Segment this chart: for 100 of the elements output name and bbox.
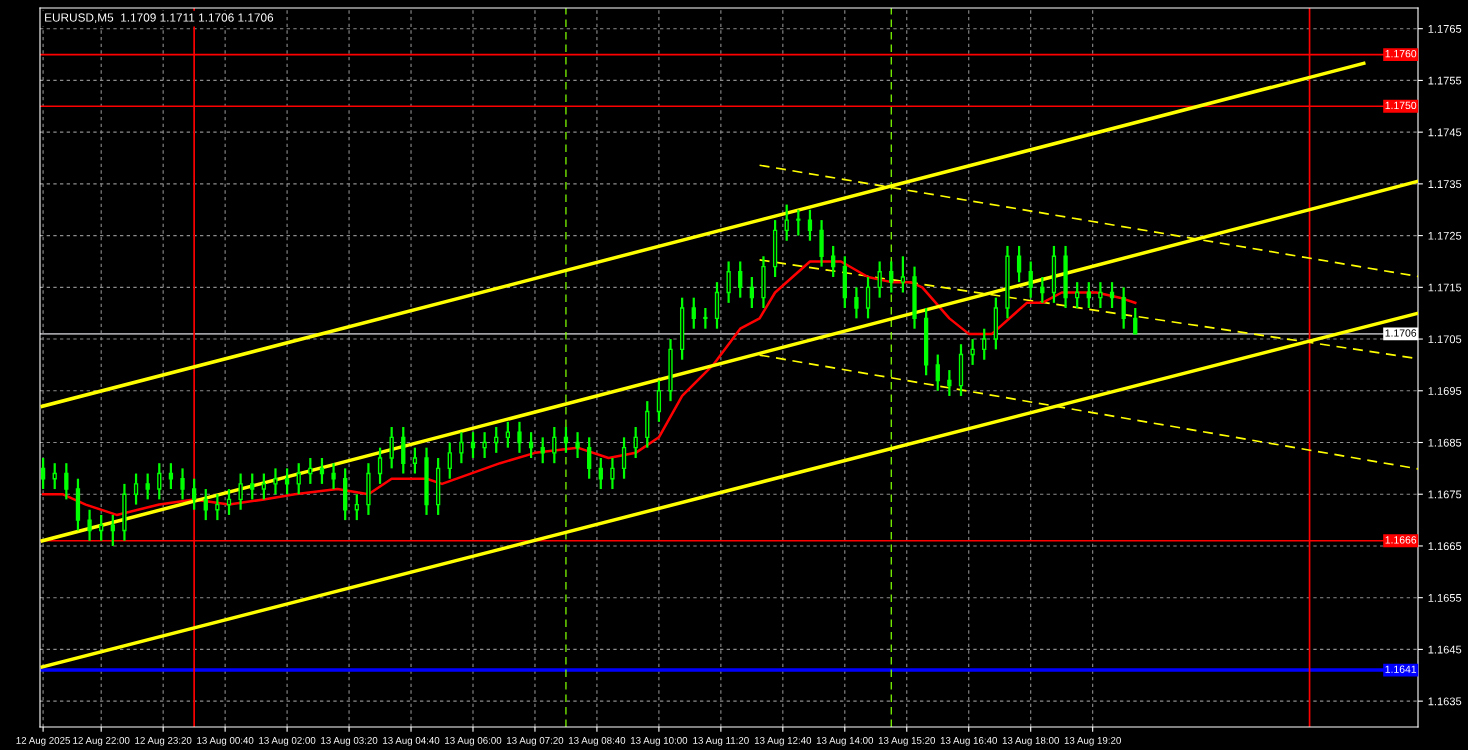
candlestick bbox=[52, 462, 57, 491]
x-tick-label: 13 Aug 18:00 bbox=[1002, 736, 1059, 746]
candlestick bbox=[970, 337, 975, 367]
candlestick bbox=[528, 431, 534, 460]
candlestick bbox=[1109, 281, 1115, 310]
candlestick bbox=[1086, 281, 1091, 310]
ref-line-label: 1.1706 bbox=[1385, 329, 1417, 337]
x-tick-label: 12 Aug 2025 bbox=[16, 736, 70, 746]
candlestick bbox=[261, 472, 267, 501]
x-tick-label: 13 Aug 19:20 bbox=[1064, 736, 1121, 746]
candlestick bbox=[749, 275, 754, 310]
x-tick-label: 12 Aug 23:20 bbox=[135, 736, 192, 746]
candlestick bbox=[865, 275, 871, 320]
candlestick bbox=[191, 477, 197, 511]
candlestick bbox=[377, 446, 383, 485]
candlestick bbox=[226, 487, 232, 517]
x-tick-label: 13 Aug 02:00 bbox=[259, 736, 316, 746]
x-tick-label: 13 Aug 06:00 bbox=[445, 736, 502, 746]
candlestick bbox=[656, 379, 662, 423]
line-series bbox=[41, 260, 1137, 517]
y-tick-label: 1.1635 bbox=[1428, 697, 1462, 706]
candlestick bbox=[982, 327, 987, 361]
candlestick bbox=[900, 255, 906, 294]
candlestick bbox=[807, 208, 813, 242]
candlestick bbox=[1016, 244, 1022, 284]
candlestick bbox=[691, 296, 696, 330]
candlestick bbox=[1098, 281, 1103, 310]
candlestick bbox=[726, 260, 731, 304]
y-tick-label: 1.1725 bbox=[1428, 231, 1462, 240]
candlestick bbox=[947, 368, 952, 398]
candlestick bbox=[552, 425, 557, 465]
ref-line-label: 1.1760 bbox=[1385, 49, 1417, 58]
candlestick bbox=[64, 462, 69, 501]
candlestick bbox=[203, 487, 208, 522]
candlestick bbox=[133, 472, 139, 506]
y-tick-label: 1.1755 bbox=[1428, 76, 1462, 85]
x-tick-label: 13 Aug 12:40 bbox=[754, 736, 812, 746]
candlestick bbox=[99, 513, 104, 542]
ref-line-label: 1.1666 bbox=[1385, 536, 1417, 544]
candlestick bbox=[308, 456, 313, 485]
candlestick bbox=[389, 425, 394, 470]
y-tick-label: 1.1685 bbox=[1428, 438, 1462, 447]
candlestick bbox=[1040, 275, 1045, 304]
y-tick-label: 1.1695 bbox=[1428, 387, 1462, 395]
candlestick bbox=[738, 260, 743, 299]
candlestick bbox=[447, 441, 452, 480]
x-tick-label: 13 Aug 03:20 bbox=[321, 736, 378, 746]
candlestick bbox=[354, 493, 359, 522]
x-tick-label: 13 Aug 14:00 bbox=[816, 736, 874, 746]
candlestick bbox=[40, 456, 46, 491]
candlestick bbox=[482, 431, 487, 460]
candlestick bbox=[284, 467, 290, 496]
candlestick bbox=[459, 431, 464, 465]
candlestick bbox=[180, 467, 185, 501]
candlestick bbox=[494, 425, 499, 454]
candlestick bbox=[412, 446, 418, 475]
candlestick bbox=[168, 462, 174, 491]
candlestick bbox=[1133, 306, 1138, 335]
candlestick bbox=[563, 425, 569, 454]
candlestick bbox=[703, 306, 708, 330]
ref-line-label: 1.1641 bbox=[1385, 665, 1417, 673]
candlestick bbox=[610, 456, 615, 491]
x-tick-label: 13 Aug 07:20 bbox=[507, 736, 564, 746]
candlestick bbox=[633, 425, 638, 460]
chart-title: EURUSD,M5 1.1709 1.1711 1.1706 1.1706 bbox=[45, 13, 274, 24]
candlestick bbox=[575, 431, 580, 460]
candlestick bbox=[1121, 286, 1126, 330]
candlestick bbox=[273, 467, 278, 496]
candlestick bbox=[796, 208, 801, 237]
candlestick bbox=[854, 286, 859, 320]
candlestick bbox=[540, 436, 545, 465]
candlestick bbox=[587, 436, 592, 480]
candlestick bbox=[1028, 260, 1033, 299]
x-tick-label: 13 Aug 10:00 bbox=[630, 736, 688, 746]
candlestick bbox=[110, 513, 115, 548]
candlestick bbox=[1075, 281, 1080, 310]
candlestick bbox=[621, 436, 627, 480]
candlestick bbox=[784, 203, 789, 242]
x-tick-label: 13 Aug 15:20 bbox=[878, 736, 936, 746]
y-tick-label: 1.1745 bbox=[1428, 128, 1462, 137]
x-tick-label: 13 Aug 08:40 bbox=[569, 736, 626, 746]
ref-line-label: 1.1750 bbox=[1385, 101, 1417, 110]
candlestick bbox=[505, 420, 511, 449]
candlestick bbox=[87, 508, 92, 542]
candlestick bbox=[319, 456, 325, 485]
x-tick-label: 13 Aug 04:40 bbox=[383, 736, 440, 746]
candlestick bbox=[145, 472, 150, 501]
candlestick bbox=[215, 493, 220, 522]
y-tick-label: 1.1645 bbox=[1428, 645, 1462, 654]
y-tick-label: 1.1715 bbox=[1428, 283, 1462, 292]
candlestick bbox=[877, 260, 882, 299]
x-tick-label: 13 Aug 16:40 bbox=[940, 736, 998, 746]
candlestick bbox=[157, 462, 162, 501]
candlestick bbox=[470, 431, 476, 460]
x-tick-label: 13 Aug 11:20 bbox=[693, 736, 749, 746]
candlestick bbox=[598, 456, 603, 491]
candlestick bbox=[935, 353, 940, 392]
candlestick bbox=[831, 244, 836, 279]
y-tick-label: 1.1655 bbox=[1428, 593, 1462, 602]
y-tick-label: 1.1735 bbox=[1428, 180, 1462, 189]
